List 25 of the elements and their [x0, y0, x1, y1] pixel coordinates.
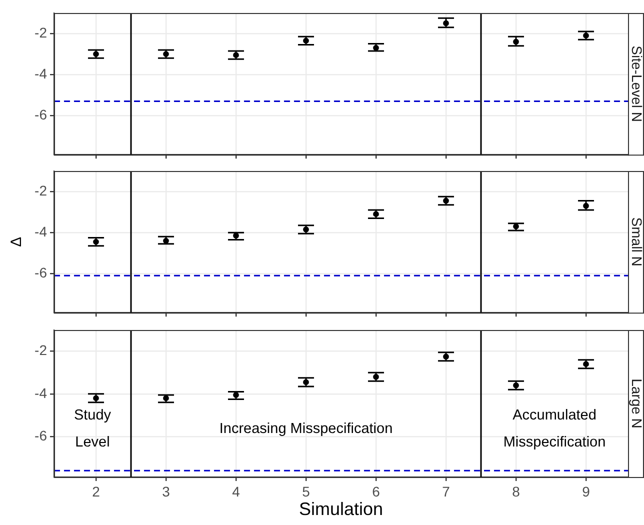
- annotation: Accumulated Misspecification: [503, 408, 606, 450]
- x-tick-label: 3: [162, 483, 170, 500]
- y-tick-label: -4: [34, 223, 48, 240]
- text: Site-Level N: [629, 46, 644, 122]
- y-tick-label: -2: [34, 182, 48, 198]
- x-axis-title: Simulation: [298, 499, 384, 520]
- text: Large N: [629, 378, 644, 428]
- x-tick-label: 2: [92, 483, 100, 500]
- x-tick-label: 5: [302, 483, 310, 500]
- x-tick-label: 7: [442, 483, 450, 500]
- x-tick-label: 4: [232, 483, 240, 500]
- x-tick-label: 6: [372, 483, 380, 500]
- annotation: Study Level: [74, 408, 112, 450]
- y-tick-label: -6: [34, 106, 48, 122]
- y-tick-label: -4: [34, 65, 48, 82]
- x-tick-label: 9: [582, 483, 590, 500]
- annotation: Increasing Misspecification: [219, 421, 393, 437]
- y-tick-label: -2: [34, 24, 48, 40]
- y-axis-title: Δ: [8, 236, 26, 247]
- x-tick-label: 8: [512, 483, 520, 500]
- y-tick-label: -6: [34, 427, 48, 444]
- text: Small N: [629, 217, 644, 266]
- y-tick-label: -6: [34, 264, 48, 280]
- y-tick-label: -2: [34, 342, 48, 358]
- y-tick-label: -4: [34, 384, 48, 401]
